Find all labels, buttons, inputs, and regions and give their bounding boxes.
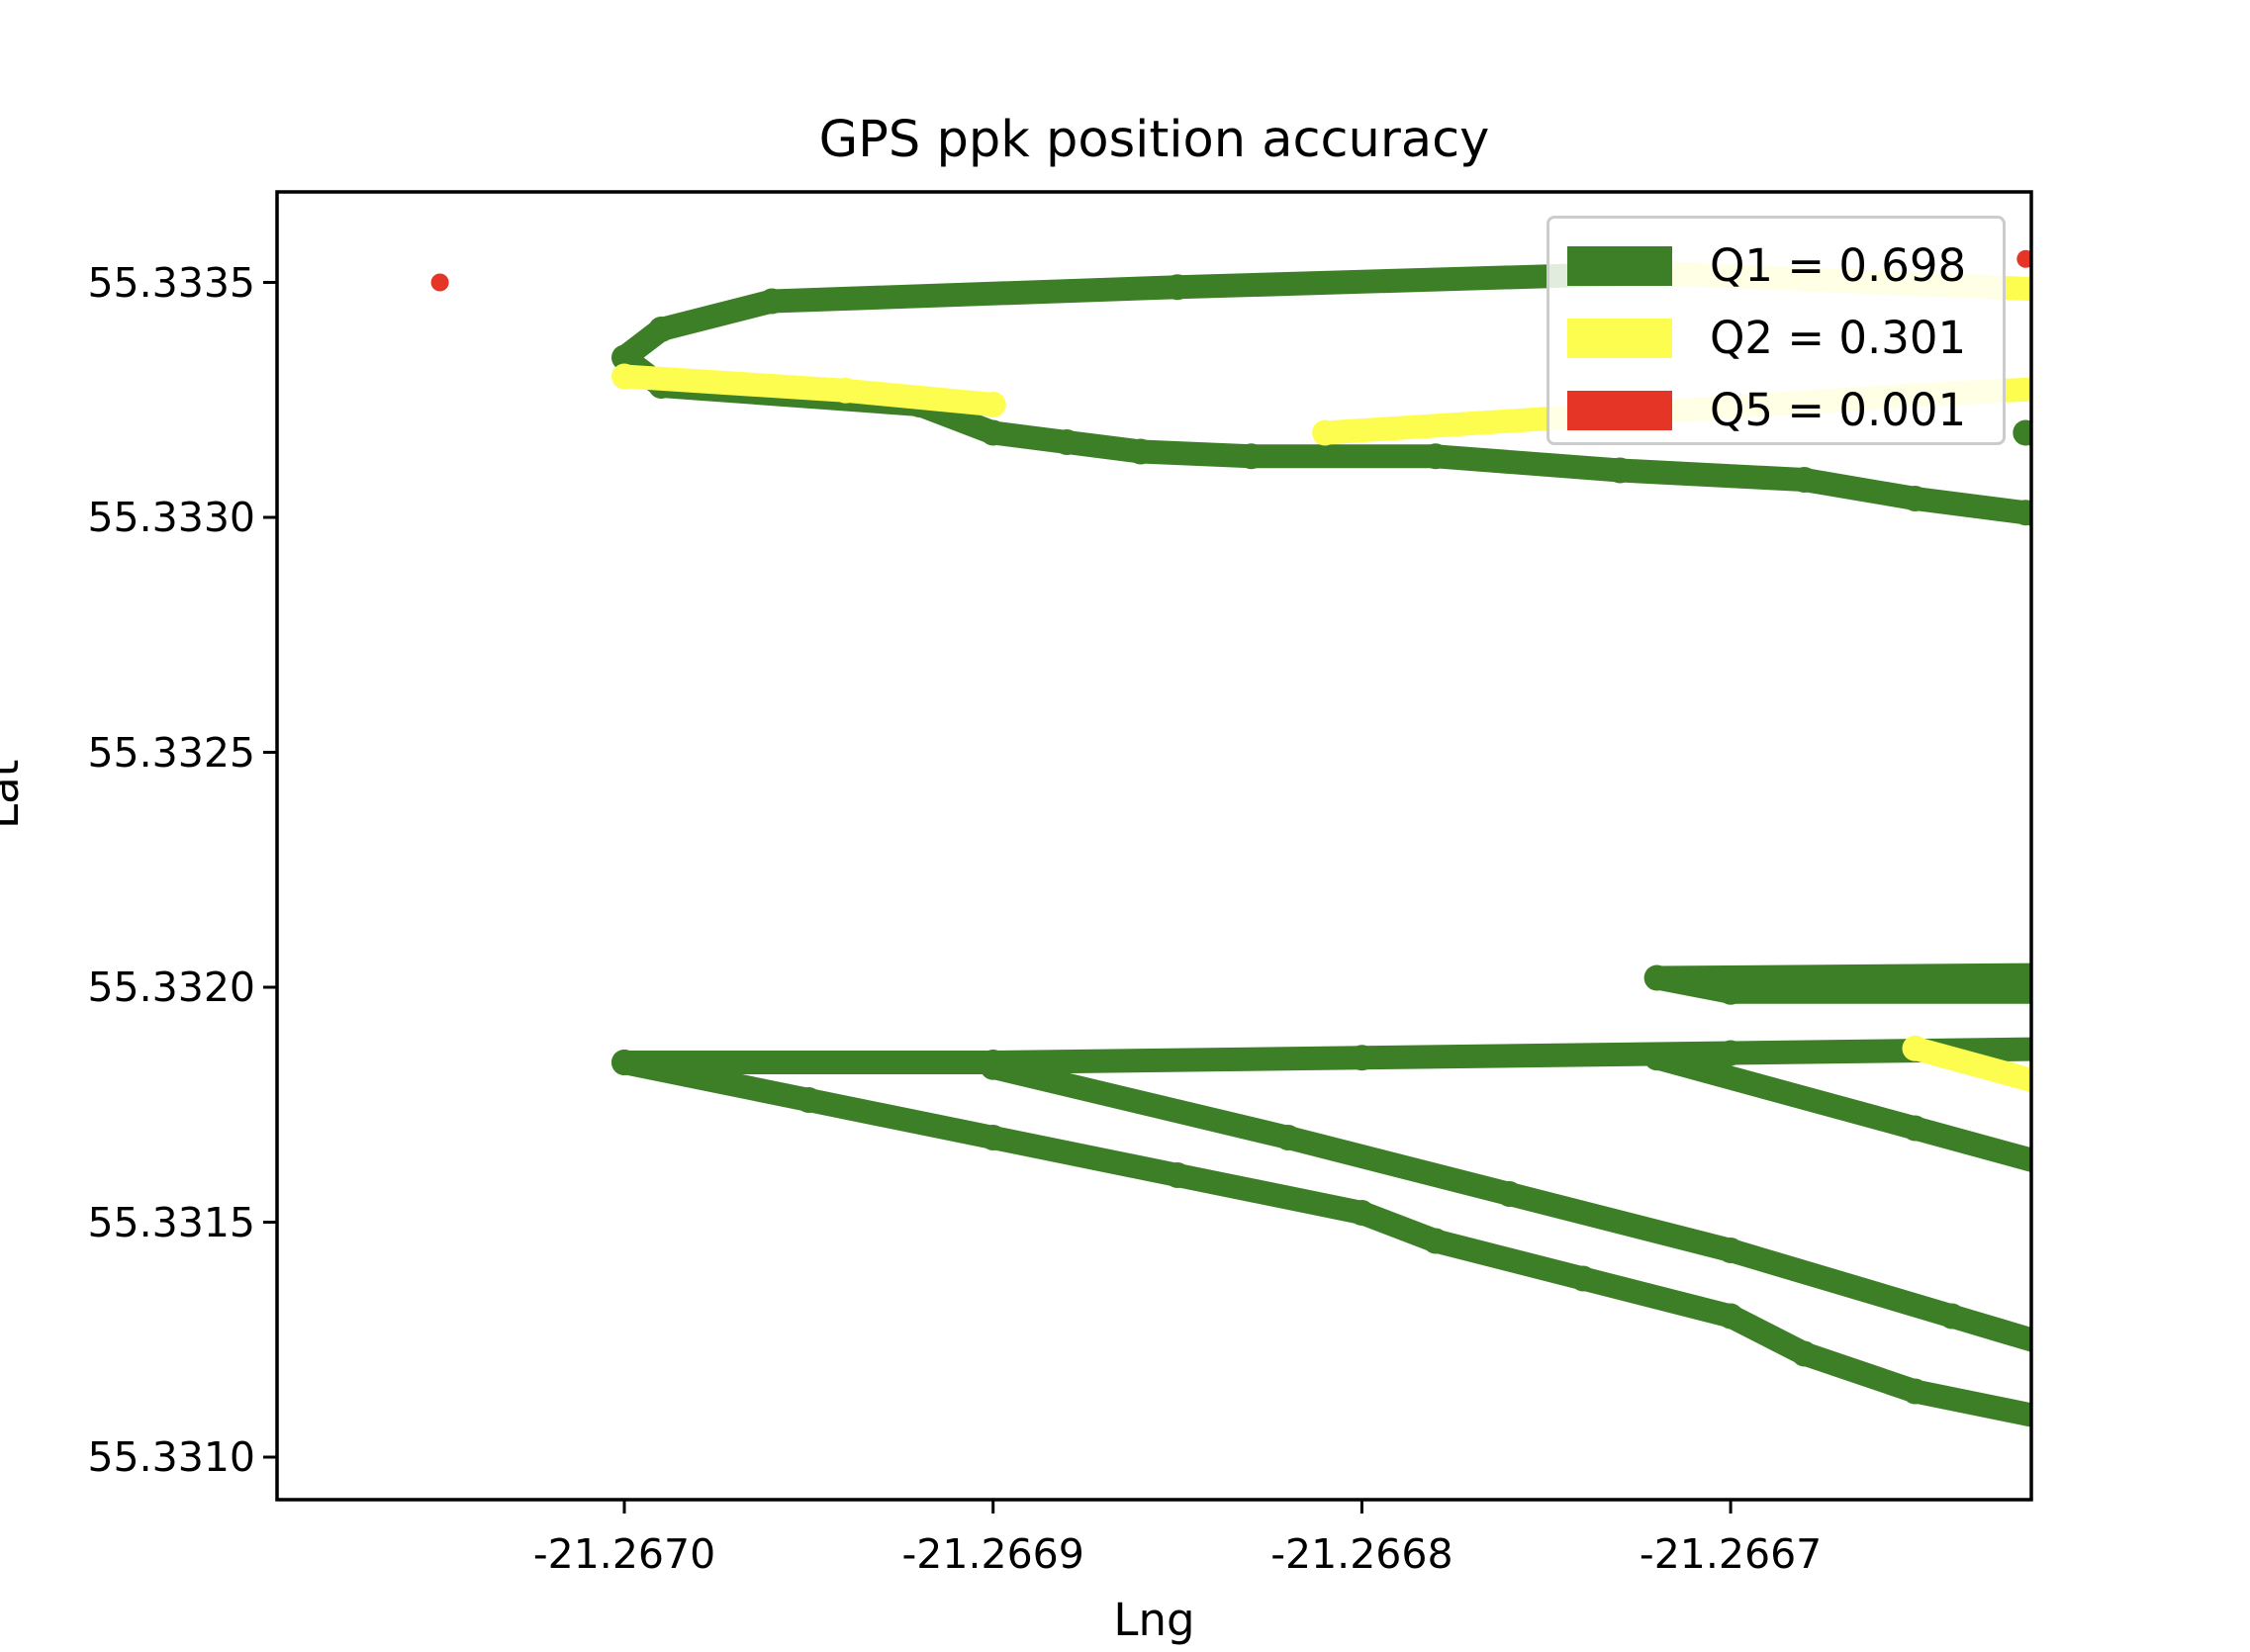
legend-swatch-q5 xyxy=(1567,391,1672,430)
legend-swatch-q1 xyxy=(1567,246,1672,286)
legend-label-q1: Q1 = 0.698 xyxy=(1710,239,1967,292)
legend-item-q5: Q5 = 0.001 xyxy=(1567,386,1966,435)
x-tick-label: -21.2670 xyxy=(532,1530,716,1578)
y-tick-label: 55.3330 xyxy=(87,494,255,541)
axis-ticks xyxy=(263,281,1733,1514)
legend-swatch-q2 xyxy=(1567,319,1672,358)
y-tick-label: 55.3325 xyxy=(87,728,255,777)
x-tick-label: -21.2669 xyxy=(901,1530,1084,1578)
x-tick-label: -21.2667 xyxy=(1639,1530,1823,1578)
y-tick-label: 55.3335 xyxy=(87,258,255,307)
axes-frame xyxy=(275,190,2033,1502)
x-axis-label: Lng xyxy=(1113,1594,1195,1646)
legend-item-q1: Q1 = 0.698 xyxy=(1567,241,1966,291)
legend: Q1 = 0.698 Q2 = 0.301 Q5 = 0.001 xyxy=(1547,216,2006,445)
legend-label-q2: Q2 = 0.301 xyxy=(1710,312,1967,364)
series-q5 xyxy=(430,249,2031,292)
chart-title: GPS ppk position accuracy xyxy=(818,111,1490,169)
legend-item-q2: Q2 = 0.301 xyxy=(1567,314,1966,363)
y-tick-label: 55.3310 xyxy=(87,1433,255,1481)
y-axis-label: Lat xyxy=(0,759,29,829)
y-tick-label: 55.3315 xyxy=(87,1198,255,1246)
x-tick-label: -21.2668 xyxy=(1270,1530,1453,1578)
legend-label-q5: Q5 = 0.001 xyxy=(1710,384,1967,436)
y-tick-label: 55.3320 xyxy=(87,964,255,1011)
